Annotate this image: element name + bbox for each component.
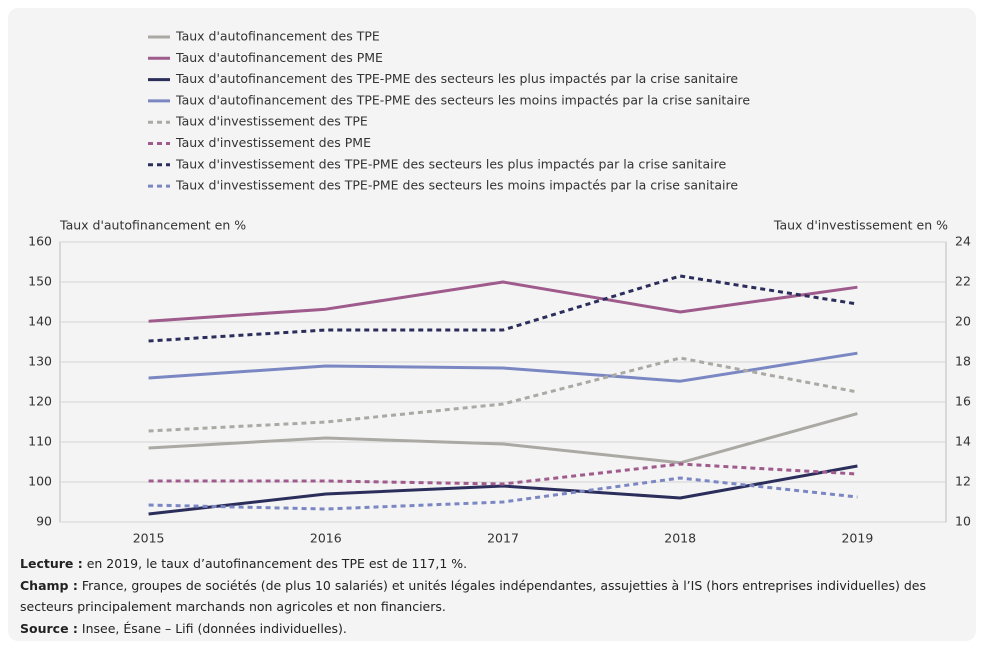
y2-axis-label: Taux d'investissement en %	[773, 218, 948, 233]
series-line	[148, 462, 858, 486]
y-tick-label: 150	[28, 274, 52, 289]
y2-tick-label: 18	[955, 354, 971, 369]
y2-tick-label: 10	[955, 514, 971, 529]
legend-label: Taux d'investissement des TPE-PME des se…	[175, 156, 726, 171]
y-tick-label: 120	[28, 394, 52, 409]
legend-label: Taux d'investissement des TPE-PME des se…	[175, 178, 738, 193]
y-tick-label: 110	[28, 434, 52, 449]
legend-label: Taux d'autofinancement des TPE-PME des s…	[175, 71, 738, 86]
note: Source : Insee, Ésane – Lifi (données in…	[20, 618, 970, 640]
y2-tick-label: 12	[955, 474, 971, 489]
y2-tick-label: 24	[955, 234, 971, 249]
x-tick-label: 2016	[310, 531, 342, 546]
series-line	[148, 476, 858, 511]
note-label: Champ :	[20, 577, 78, 593]
note-text: en 2019, le taux d’autofinancement des T…	[86, 556, 468, 571]
y-tick-label: 160	[28, 234, 52, 249]
legend-label: Taux d'autofinancement des PME	[175, 50, 383, 65]
y-tick-label: 140	[28, 314, 52, 329]
y2-tick-label: 20	[955, 314, 971, 329]
y2-tick-label: 22	[955, 274, 971, 289]
x-tick-label: 2019	[841, 531, 873, 546]
series-line	[148, 464, 858, 516]
legend-label: Taux d'autofinancement des TPE	[175, 29, 380, 44]
x-tick-label: 2015	[133, 531, 165, 546]
series-line	[148, 356, 858, 433]
legend-label: Taux d'autofinancement des TPE-PME des s…	[175, 92, 750, 107]
note: Lecture : en 2019, le taux d’autofinance…	[20, 553, 970, 575]
x-tick-label: 2017	[487, 531, 519, 546]
y-tick-label: 90	[36, 514, 52, 529]
x-tick-label: 2018	[664, 531, 696, 546]
y2-tick-label: 14	[955, 434, 971, 449]
legend-label: Taux d'investissement des PME	[175, 135, 371, 150]
y2-tick-label: 16	[955, 394, 971, 409]
series-line	[148, 412, 858, 465]
legend-label: Taux d'investissement des TPE	[175, 114, 368, 129]
note-label: Lecture :	[20, 556, 83, 571]
y-axis-label: Taux d'autofinancement en %	[59, 218, 246, 233]
note-label: Source :	[20, 620, 78, 636]
series-line	[148, 280, 858, 323]
series-line	[148, 351, 858, 383]
series-line	[148, 274, 858, 343]
y-tick-label: 130	[28, 354, 52, 369]
notes: Lecture : en 2019, le taux d’autofinance…	[20, 553, 970, 639]
note-text: Insee, Ésane – Lifi (données individuell…	[81, 620, 347, 636]
note: Champ : France, groupes de sociétés (de …	[20, 575, 970, 618]
note-text: France, groupes de sociétés (de plus 10 …	[20, 577, 926, 615]
y-tick-label: 100	[28, 474, 52, 489]
